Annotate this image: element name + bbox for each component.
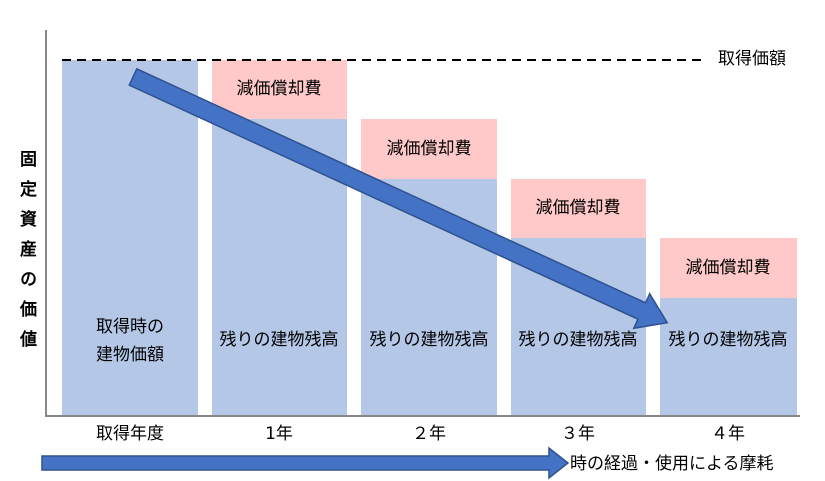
y-axis-label: 固定資産の価値	[16, 150, 38, 360]
x-axis-label: 時の経過・使用による摩耗	[570, 453, 774, 474]
depreciation-bar	[660, 238, 797, 298]
category-label: ４年	[711, 424, 745, 444]
top-label: 減価償却費	[536, 198, 621, 218]
depreciation-bar	[212, 60, 347, 119]
top-label: 減価償却費	[686, 258, 771, 278]
base-label: 残りの建物残高	[370, 330, 489, 350]
decline-arrow	[128, 67, 669, 330]
category-label: ３年	[561, 424, 595, 444]
base-bar	[62, 60, 198, 415]
base-label: 残りの建物残高	[220, 330, 339, 350]
category-label: 取得年度	[96, 424, 164, 444]
reference-label: 取得価額	[718, 49, 786, 69]
base-label: 残りの建物残高	[519, 330, 638, 350]
depreciation-bar	[361, 119, 497, 179]
base-bar	[660, 298, 797, 415]
category-label: 1年	[265, 424, 293, 444]
category-label: ２年	[412, 424, 446, 444]
base-label: 取得時の	[96, 317, 164, 337]
top-label: 減価償却費	[237, 79, 322, 99]
base-label: 建物価額	[96, 345, 164, 365]
depreciation-bar	[511, 179, 646, 238]
base-label: 残りの建物残高	[669, 330, 788, 350]
time-arrow	[41, 446, 570, 480]
top-label: 減価償却費	[387, 139, 472, 159]
